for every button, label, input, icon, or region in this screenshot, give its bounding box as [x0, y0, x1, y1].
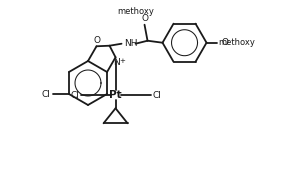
Text: methoxy: methoxy	[117, 7, 154, 16]
Text: +: +	[119, 58, 125, 64]
Text: Cl: Cl	[152, 91, 161, 100]
Text: O: O	[94, 36, 101, 45]
Text: O: O	[221, 38, 228, 47]
Text: NH: NH	[124, 39, 137, 48]
Text: Cl: Cl	[41, 89, 50, 99]
Text: Cl: Cl	[70, 91, 79, 100]
Text: O: O	[141, 14, 148, 23]
Text: methoxy: methoxy	[218, 38, 255, 47]
Text: Pt: Pt	[109, 90, 122, 100]
Text: N: N	[113, 58, 120, 67]
